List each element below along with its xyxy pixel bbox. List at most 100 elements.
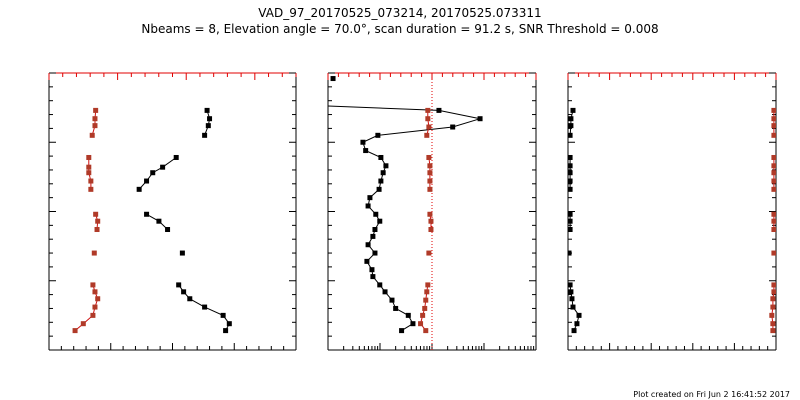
data-point [202, 304, 208, 310]
data-point [165, 227, 171, 233]
series-line [138, 157, 177, 190]
data-point [364, 258, 370, 264]
data-point [568, 250, 572, 256]
data-point [570, 107, 576, 113]
panel-snr-vertical [327, 72, 537, 351]
data-point [770, 321, 776, 327]
data-point [568, 218, 573, 224]
data-point [771, 282, 776, 288]
data-point [770, 328, 776, 334]
data-point [450, 124, 456, 130]
data-point [568, 178, 573, 184]
data-point [425, 282, 431, 288]
plot-area [328, 76, 483, 334]
data-point [420, 312, 426, 318]
data-point [422, 305, 428, 311]
plot-area [72, 107, 232, 334]
data-point [568, 227, 573, 233]
data-point [426, 250, 432, 256]
data-point [144, 211, 150, 217]
data-point [383, 163, 389, 169]
data-point [424, 132, 430, 138]
data-point [202, 132, 208, 138]
series-residual [568, 107, 582, 334]
data-point [771, 178, 776, 184]
data-point [378, 154, 384, 160]
data-point [477, 116, 483, 122]
data-point [92, 304, 98, 310]
data-point [771, 123, 776, 129]
data-point [436, 107, 442, 113]
data-point [136, 186, 142, 192]
data-point [771, 170, 776, 176]
series-line [204, 110, 211, 136]
data-point [226, 321, 232, 327]
data-point [428, 227, 434, 233]
data-point [769, 312, 775, 318]
data-point [88, 186, 94, 192]
data-point [427, 211, 433, 217]
data-point [571, 328, 577, 334]
data-point [771, 227, 776, 233]
data-point [570, 304, 576, 310]
data-point [425, 107, 431, 113]
data-point [568, 186, 573, 192]
data-point [771, 116, 776, 122]
data-point [330, 76, 336, 82]
data-point [365, 242, 371, 248]
data-point [144, 178, 150, 184]
data-point [369, 267, 375, 273]
data-point [90, 312, 96, 318]
data-point [150, 170, 156, 176]
plot-area [568, 107, 776, 334]
data-point [363, 148, 369, 154]
data-point [425, 116, 431, 122]
data-point [427, 163, 433, 169]
data-point [372, 227, 378, 233]
data-point [377, 282, 383, 288]
series-wind-speed [136, 107, 232, 334]
data-point [181, 289, 187, 295]
data-point [393, 305, 399, 311]
data-point [95, 218, 101, 224]
data-point [424, 289, 430, 295]
data-point [367, 195, 373, 201]
data-point [93, 107, 99, 113]
data-point [574, 321, 580, 327]
data-point [370, 274, 376, 280]
data-point [88, 178, 94, 184]
data-point [93, 211, 99, 217]
data-point [373, 211, 379, 217]
data-point [568, 116, 574, 122]
panel-residual-correlation [567, 72, 777, 351]
data-point [771, 186, 776, 192]
data-point [86, 170, 92, 176]
data-point [90, 282, 96, 288]
data-point [568, 289, 574, 295]
data-point [95, 296, 101, 302]
data-point [72, 328, 78, 334]
data-point [771, 163, 776, 169]
data-point [91, 250, 97, 256]
data-point [207, 116, 213, 122]
data-point [365, 203, 371, 209]
data-point [771, 154, 776, 160]
series-correlation [769, 107, 776, 334]
data-point [427, 186, 433, 192]
data-point [410, 321, 416, 327]
data-point [426, 124, 432, 130]
data-point [771, 250, 776, 256]
data-point [423, 297, 429, 303]
data-point [360, 139, 366, 145]
data-point [405, 312, 411, 318]
data-point [399, 328, 405, 334]
data-point [372, 250, 378, 256]
data-point [220, 312, 226, 318]
data-point [179, 250, 185, 256]
data-point [375, 132, 381, 138]
data-point [770, 304, 776, 310]
series-wind-direction [72, 107, 101, 334]
data-point [204, 107, 210, 113]
data-point [771, 289, 776, 295]
series-line [426, 110, 430, 136]
